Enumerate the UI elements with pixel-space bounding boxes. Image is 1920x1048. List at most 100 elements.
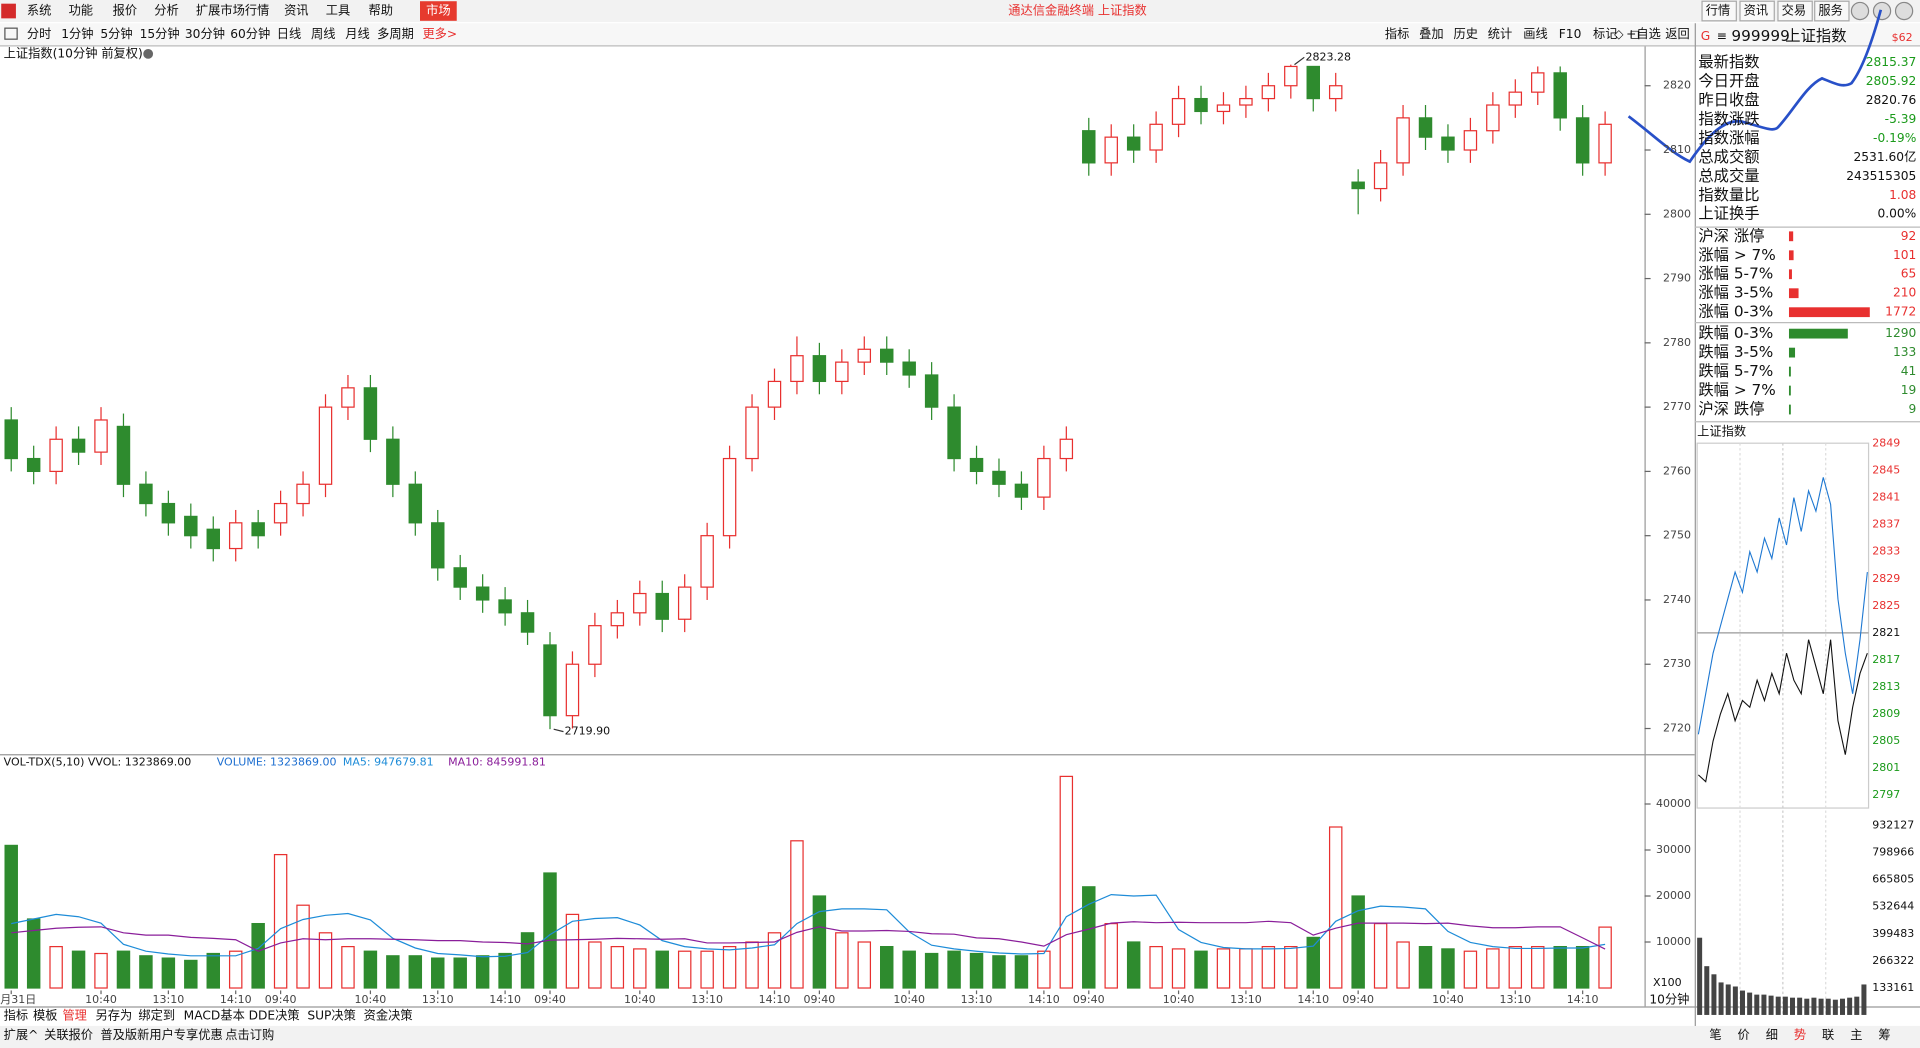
menu-item[interactable]: 报价	[113, 3, 137, 18]
bottom-tab[interactable]: 管理	[62, 1008, 86, 1023]
breadth-value: 92	[1901, 229, 1917, 243]
top-button-frame[interactable]	[1777, 0, 1813, 22]
candle-body	[677, 586, 692, 620]
period-button[interactable]: 5分钟	[100, 26, 132, 41]
period-button[interactable]: 30分钟	[185, 26, 225, 41]
tool-button[interactable]: 返回	[1665, 27, 1689, 41]
volume-bar	[835, 932, 849, 989]
bottom-tab[interactable]: 另存为	[96, 1009, 133, 1023]
x-tick-label: 13:10	[1230, 993, 1262, 1006]
volume-bar	[139, 955, 153, 989]
x-tick-label: 14:10	[1567, 993, 1599, 1006]
bottom-tab[interactable]: 指标	[4, 1008, 28, 1023]
menu-item[interactable]: 帮助	[369, 4, 393, 18]
side-button[interactable]: 细	[1766, 1028, 1778, 1042]
chart-corner-icon[interactable]: ◻	[1630, 27, 1640, 41]
menu-item[interactable]: 市场	[426, 3, 450, 18]
volume-bar	[520, 932, 535, 989]
x-tick-label: 10:40	[893, 993, 925, 1006]
y-tick-label: 10000	[1656, 935, 1691, 948]
menu-item[interactable]: 资讯	[284, 4, 308, 18]
menu-item[interactable]: 工具	[326, 4, 350, 18]
tool-button[interactable]: 画线	[1523, 27, 1547, 41]
volume-bar	[1059, 775, 1074, 989]
close-button[interactable]	[1894, 1, 1914, 21]
bottom-tab[interactable]: 绑定到	[138, 1008, 175, 1023]
toggle-icon[interactable]	[4, 27, 18, 40]
volume-bar	[1082, 886, 1096, 989]
tool-button[interactable]: 历史	[1453, 27, 1477, 41]
side-button[interactable]: 笔	[1709, 1027, 1721, 1042]
restore-button[interactable]	[1872, 1, 1892, 21]
candle-body	[1261, 85, 1276, 100]
tool-button[interactable]: 叠加	[1419, 27, 1443, 41]
menu-item[interactable]: 扩展市场行情	[196, 3, 269, 18]
tool-button[interactable]: F10	[1559, 27, 1582, 41]
volume-bar	[498, 952, 512, 989]
period-button[interactable]: 多周期	[377, 27, 414, 41]
breadth-label: 涨幅 > 7%	[1698, 246, 1775, 264]
mini-line	[1697, 477, 1868, 735]
chart-corner-icon[interactable]: ◇	[1614, 27, 1624, 41]
side-button[interactable]: 主	[1850, 1028, 1862, 1042]
period-button[interactable]: 分时	[27, 27, 51, 41]
volume-bar	[992, 955, 1006, 989]
mini-vol-label: 266322	[1872, 954, 1914, 967]
period-button[interactable]: 60分钟	[230, 26, 270, 41]
candle-body	[1575, 117, 1590, 164]
top-button[interactable]: 服务	[1818, 3, 1842, 18]
menu-bar	[0, 0, 1920, 23]
chart-menu-icon[interactable]	[143, 48, 154, 59]
bottom-tab[interactable]: 模板	[33, 1009, 57, 1023]
menu-item[interactable]: 系统	[27, 4, 51, 18]
period-button[interactable]: 更多>	[422, 27, 457, 41]
volume-bar	[1508, 945, 1523, 989]
bottom-tab[interactable]: MACD基本	[184, 1009, 245, 1023]
top-button-frame[interactable]	[1701, 0, 1737, 22]
candle-body	[1441, 136, 1455, 151]
period-button[interactable]: 周线	[311, 27, 335, 41]
side-button[interactable]: 价	[1738, 1028, 1750, 1042]
tool-button[interactable]: +自选	[1626, 27, 1661, 41]
status-item[interactable]: 普及版新用户专享优惠	[100, 1027, 222, 1042]
side-button[interactable]: 联	[1822, 1028, 1834, 1042]
volume-bar	[228, 950, 243, 989]
candle-body	[565, 663, 580, 717]
period-button[interactable]: 15分钟	[140, 26, 180, 41]
side-button[interactable]: 势	[1794, 1028, 1806, 1042]
period-button[interactable]: 日线	[277, 27, 301, 41]
quote-value: 2815.37	[1866, 55, 1917, 69]
breadth-label: 沪深 涨停	[1698, 227, 1764, 245]
top-button-frame[interactable]	[1814, 0, 1850, 22]
x-tick-label: 13:10	[691, 993, 723, 1006]
candle-body	[1284, 65, 1298, 87]
top-button-frame[interactable]	[1739, 0, 1775, 22]
period-button[interactable]: 1分钟	[61, 26, 93, 41]
mini-y-label: 2805	[1872, 734, 1900, 747]
tool-button[interactable]: 统计	[1488, 27, 1512, 41]
tool-button[interactable]: 标记	[1593, 27, 1617, 41]
top-button[interactable]: 资讯	[1744, 4, 1768, 18]
tool-button[interactable]: 指标	[1385, 26, 1409, 41]
volume-bar	[1037, 950, 1051, 989]
quote-value: 2820.76	[1866, 93, 1917, 107]
volume-bar	[1463, 950, 1478, 989]
mini-volume-bar	[1854, 996, 1860, 1015]
period-button[interactable]: 月线	[345, 27, 369, 41]
bottom-tab[interactable]: 资金决策	[364, 1008, 413, 1023]
mini-vol-label: 399483	[1872, 927, 1914, 940]
minimize-button[interactable]	[1850, 1, 1870, 21]
bottom-tab[interactable]: DDE决策	[249, 1008, 300, 1023]
volume-bar	[1486, 948, 1500, 989]
menu-item[interactable]: 功能	[69, 4, 93, 18]
status-item[interactable]: 关联报价	[44, 1027, 93, 1042]
status-item[interactable]: 扩展^	[4, 1028, 39, 1042]
candle-body	[94, 419, 108, 453]
top-button[interactable]: 行情	[1706, 4, 1730, 18]
top-button[interactable]: 交易	[1782, 3, 1806, 18]
status-item[interactable]: 点击订购	[225, 1027, 274, 1042]
menu-item[interactable]: 分析	[154, 4, 178, 18]
side-button[interactable]: 筹	[1878, 1028, 1890, 1042]
bottom-tab[interactable]: SUP决策	[307, 1008, 356, 1023]
